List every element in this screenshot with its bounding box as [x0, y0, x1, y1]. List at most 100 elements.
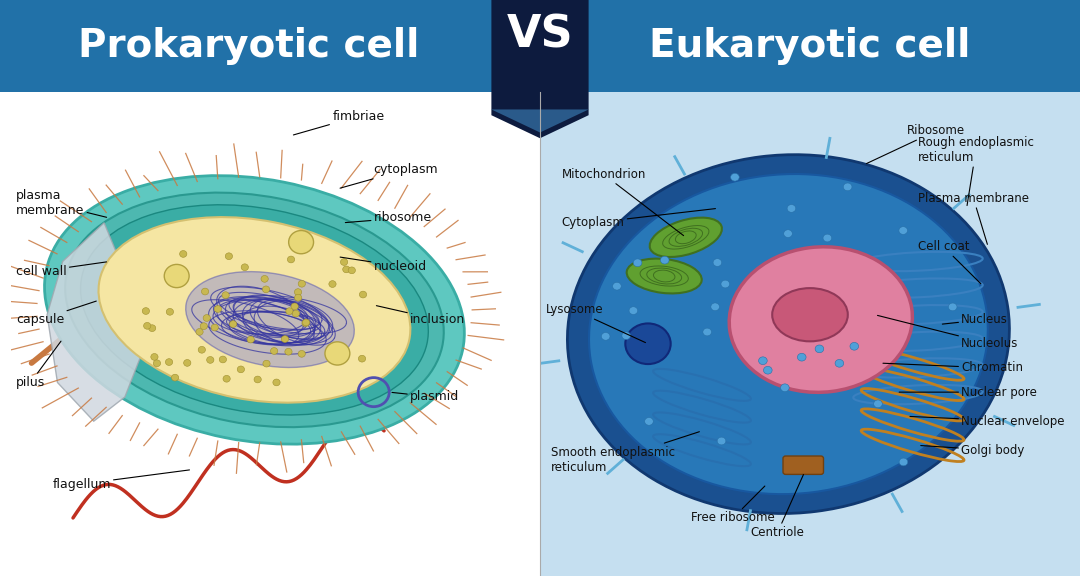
Ellipse shape	[589, 174, 988, 494]
Circle shape	[184, 359, 191, 366]
Circle shape	[281, 336, 288, 342]
Circle shape	[226, 253, 232, 260]
Circle shape	[166, 308, 174, 315]
Circle shape	[340, 259, 348, 266]
Ellipse shape	[626, 259, 702, 293]
Circle shape	[302, 319, 310, 326]
Circle shape	[165, 359, 173, 365]
Text: Nucleolus: Nucleolus	[877, 316, 1018, 350]
Circle shape	[261, 275, 268, 282]
Circle shape	[342, 266, 350, 273]
Circle shape	[622, 332, 631, 339]
Circle shape	[843, 183, 852, 191]
Circle shape	[295, 294, 301, 301]
Circle shape	[200, 323, 207, 329]
Circle shape	[241, 264, 248, 271]
Circle shape	[229, 321, 237, 328]
Circle shape	[781, 384, 789, 392]
Text: Rough endoplasmic
reticulum: Rough endoplasmic reticulum	[918, 136, 1034, 206]
Circle shape	[254, 376, 261, 383]
Text: Smooth endoplasmic
reticulum: Smooth endoplasmic reticulum	[551, 431, 700, 474]
Circle shape	[645, 418, 653, 425]
Text: VS: VS	[507, 13, 573, 56]
Text: Plasma membrane: Plasma membrane	[918, 192, 1029, 244]
Polygon shape	[48, 223, 146, 421]
Circle shape	[629, 307, 637, 314]
Circle shape	[195, 328, 203, 335]
Circle shape	[206, 357, 214, 363]
Text: cell wall: cell wall	[16, 262, 107, 278]
Text: Lysosome: Lysosome	[545, 304, 646, 343]
Circle shape	[291, 303, 298, 310]
Circle shape	[612, 282, 621, 290]
Bar	[540, 92, 1080, 576]
Circle shape	[270, 347, 278, 354]
Text: inclusion: inclusion	[377, 306, 465, 326]
Text: plasmid: plasmid	[392, 391, 459, 403]
Circle shape	[164, 264, 189, 287]
Circle shape	[214, 306, 221, 312]
Text: Ribosome: Ribosome	[866, 124, 966, 164]
Text: Cytoplasm: Cytoplasm	[562, 209, 715, 229]
Circle shape	[179, 251, 187, 257]
Text: Golgi body: Golgi body	[921, 444, 1025, 457]
Circle shape	[199, 346, 205, 353]
Circle shape	[295, 289, 301, 295]
Circle shape	[172, 374, 178, 381]
Circle shape	[293, 310, 299, 317]
Text: Chromatin: Chromatin	[883, 362, 1023, 374]
Circle shape	[328, 281, 336, 287]
Text: Mitochondrion: Mitochondrion	[562, 168, 684, 236]
Text: Nucleus: Nucleus	[943, 313, 1008, 326]
Circle shape	[625, 324, 671, 364]
Circle shape	[262, 360, 270, 367]
Ellipse shape	[65, 192, 444, 427]
Text: nucleoid: nucleoid	[340, 257, 427, 273]
Circle shape	[211, 324, 218, 331]
Circle shape	[298, 281, 306, 287]
Circle shape	[359, 355, 366, 362]
Circle shape	[602, 332, 610, 340]
Circle shape	[151, 354, 158, 361]
Circle shape	[222, 292, 229, 298]
Ellipse shape	[81, 205, 429, 415]
Text: capsule: capsule	[16, 301, 96, 326]
Text: Eukaryotic cell: Eukaryotic cell	[649, 27, 971, 65]
Circle shape	[815, 345, 824, 353]
Ellipse shape	[567, 155, 1010, 513]
Ellipse shape	[98, 217, 410, 403]
Text: pilus: pilus	[16, 341, 60, 389]
Text: ribosome: ribosome	[346, 211, 432, 225]
Circle shape	[703, 328, 712, 336]
Bar	[0, 0, 1080, 92]
Circle shape	[202, 288, 208, 295]
Circle shape	[721, 280, 730, 288]
Circle shape	[717, 437, 726, 445]
Circle shape	[360, 291, 366, 298]
Circle shape	[262, 286, 270, 293]
Text: flagellum: flagellum	[52, 470, 189, 491]
FancyBboxPatch shape	[783, 456, 824, 475]
Circle shape	[144, 323, 151, 329]
Circle shape	[900, 458, 908, 466]
Circle shape	[247, 336, 254, 343]
Text: cytoplasm: cytoplasm	[340, 163, 438, 188]
Text: Cell coat: Cell coat	[918, 241, 981, 284]
Text: Free ribosome: Free ribosome	[691, 486, 775, 524]
Circle shape	[143, 308, 149, 314]
Circle shape	[273, 379, 280, 386]
Text: Nuclear envelope: Nuclear envelope	[910, 415, 1065, 427]
Circle shape	[348, 267, 355, 274]
Circle shape	[874, 400, 882, 408]
Circle shape	[238, 366, 244, 373]
Ellipse shape	[186, 272, 354, 367]
Circle shape	[153, 360, 161, 367]
Circle shape	[288, 230, 313, 254]
Ellipse shape	[650, 218, 721, 257]
Circle shape	[713, 259, 721, 267]
Circle shape	[850, 342, 859, 350]
Text: plasma
membrane: plasma membrane	[16, 190, 107, 218]
Polygon shape	[491, 0, 589, 138]
Circle shape	[287, 256, 295, 263]
Text: fimbriae: fimbriae	[294, 110, 384, 135]
